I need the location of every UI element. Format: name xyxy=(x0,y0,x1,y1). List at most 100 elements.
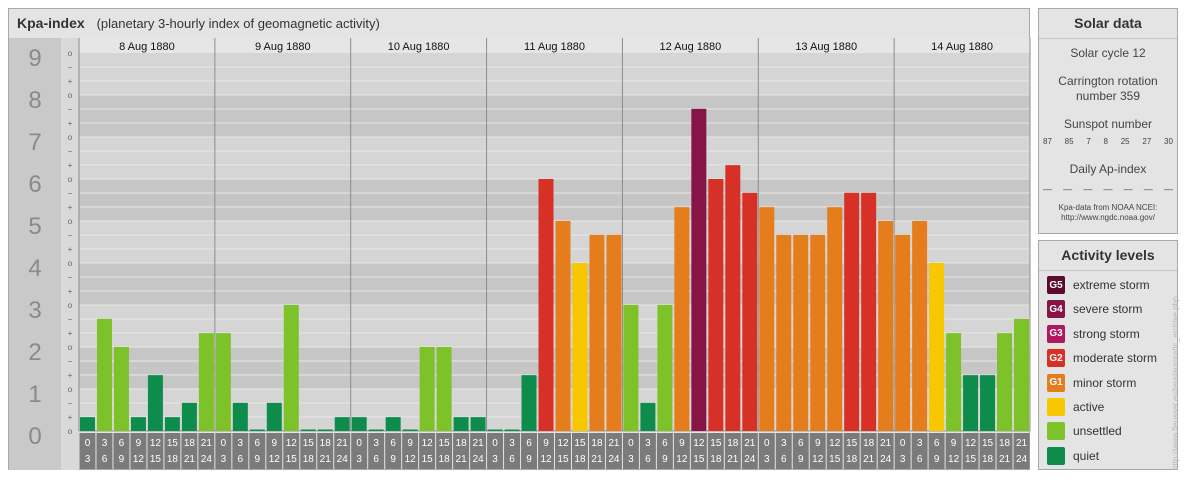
interval-start-label: 18 xyxy=(863,438,875,449)
legend-item-quiet: quiet xyxy=(1047,446,1099,466)
interval-start-label: 6 xyxy=(934,438,940,449)
ap-value: — xyxy=(1043,184,1052,194)
interval-start-label: 15 xyxy=(574,438,586,449)
y-subtick-label: + xyxy=(68,77,73,86)
y-tick-label: 8 xyxy=(28,87,41,114)
interval-end-label: 15 xyxy=(557,454,569,465)
y-subtick-label: − xyxy=(68,357,73,366)
interval-box xyxy=(775,433,792,469)
interval-box xyxy=(690,433,707,469)
interval-box xyxy=(571,433,588,469)
interval-end-label: 15 xyxy=(286,454,298,465)
interval-start-label: 18 xyxy=(999,438,1011,449)
y-subtick-label: + xyxy=(68,371,73,380)
interval-start-label: 15 xyxy=(710,438,722,449)
interval-end-label: 24 xyxy=(201,454,213,465)
y-tick-label: 9 xyxy=(28,45,41,72)
y-subtick-label: − xyxy=(68,315,73,324)
sunspot-values: 87 85 7 8 25 27 30 xyxy=(1043,137,1173,146)
interval-start-label: 3 xyxy=(373,438,379,449)
legend-label: strong storm xyxy=(1073,326,1140,341)
kp-bar xyxy=(708,179,724,431)
y-tick-label: 1 xyxy=(28,381,41,408)
interval-end-label: 15 xyxy=(150,454,162,465)
y-subtick-label: + xyxy=(68,119,73,128)
legend-swatch: G2 xyxy=(1047,349,1065,368)
kp-bar xyxy=(555,221,571,431)
interval-start-label: 12 xyxy=(150,438,162,449)
interval-end-label: 18 xyxy=(982,454,994,465)
kp-bar xyxy=(215,333,231,431)
interval-box xyxy=(792,433,809,469)
kp-bar xyxy=(674,207,690,431)
interval-start-label: 12 xyxy=(965,438,977,449)
y-subtick-label: o xyxy=(68,343,73,352)
y-subtick-label: − xyxy=(68,189,73,198)
interval-end-label: 21 xyxy=(863,454,875,465)
interval-box xyxy=(385,433,402,469)
sunspot-value: 27 xyxy=(1142,137,1152,146)
y-subtick-label: − xyxy=(68,147,73,156)
interval-end-label: 6 xyxy=(373,454,379,465)
kp-bar xyxy=(946,333,962,431)
interval-box xyxy=(181,433,198,469)
kp-bar xyxy=(623,305,639,431)
kp-bar xyxy=(997,333,1013,431)
interval-end-label: 6 xyxy=(917,454,923,465)
kp-bar xyxy=(96,318,112,431)
interval-end-label: 6 xyxy=(238,454,244,465)
y-subtick-label: − xyxy=(68,105,73,114)
kp-bar xyxy=(589,234,605,431)
kp-bar xyxy=(878,221,894,431)
interval-end-label: 24 xyxy=(473,454,485,465)
interval-end-label: 24 xyxy=(1016,454,1028,465)
kp-bar xyxy=(810,234,826,431)
interval-start-label: 6 xyxy=(119,438,125,449)
solar-data-title: Solar data xyxy=(1039,9,1177,39)
day-label: 9 Aug 1880 xyxy=(255,41,311,53)
interval-box xyxy=(673,433,690,469)
interval-end-label: 3 xyxy=(85,454,91,465)
interval-end-label: 15 xyxy=(693,454,705,465)
y-subtick-label: o xyxy=(68,217,73,226)
sunspot-value: 25 xyxy=(1120,137,1130,146)
interval-box xyxy=(351,433,368,469)
ap-value: — xyxy=(1063,184,1073,194)
interval-box xyxy=(470,433,487,469)
interval-box xyxy=(419,433,436,469)
interval-box xyxy=(436,433,453,469)
kp-bar xyxy=(929,263,945,431)
interval-box xyxy=(521,433,538,469)
y-subtick-label: o xyxy=(68,133,73,142)
interval-box xyxy=(1013,433,1030,469)
kp-bar xyxy=(80,417,95,431)
kp-bar xyxy=(742,192,758,431)
interval-end-label: 21 xyxy=(727,454,739,465)
interval-box xyxy=(877,433,894,469)
legend-item-unsettled: unsettled xyxy=(1047,421,1122,441)
interval-end-label: 3 xyxy=(221,454,227,465)
legend-swatch xyxy=(1047,446,1065,465)
interval-box xyxy=(147,433,164,469)
carrington-rotation-label: Carrington rotation xyxy=(1058,74,1158,88)
interval-start-label: 21 xyxy=(201,438,213,449)
data-source-link[interactable]: http://www.ngdc.noaa.gov/ xyxy=(1061,213,1155,222)
day-label: 12 Aug 1880 xyxy=(659,41,721,53)
sunspot-value: 8 xyxy=(1103,137,1108,146)
interval-end-label: 18 xyxy=(574,454,586,465)
interval-start-label: 0 xyxy=(764,438,770,449)
interval-box xyxy=(368,433,385,469)
kp-bar xyxy=(317,429,333,431)
interval-box xyxy=(996,433,1013,469)
y-axis-column xyxy=(9,38,61,470)
kp-bar xyxy=(759,207,775,431)
kp-bar xyxy=(470,417,486,431)
kp-bar xyxy=(1014,318,1029,431)
interval-start-label: 3 xyxy=(917,438,923,449)
interval-box xyxy=(504,433,521,469)
interval-end-label: 9 xyxy=(119,454,125,465)
kp-bar xyxy=(147,375,163,431)
interval-box xyxy=(487,433,504,469)
kp-bar xyxy=(385,417,401,431)
interval-start-label: 18 xyxy=(727,438,739,449)
